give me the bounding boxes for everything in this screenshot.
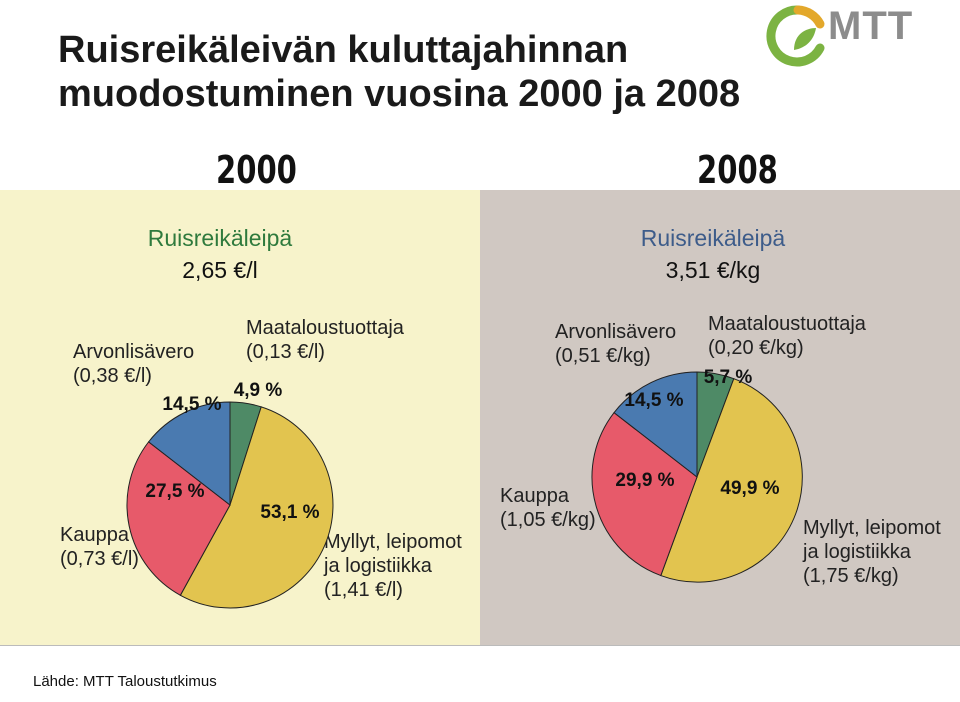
label-farmer-2008: Maataloustuottaja (0,20 €/kg) <box>708 313 866 359</box>
logo-text: MTT <box>828 4 914 48</box>
price-2000: 2,65 €/l <box>182 257 258 283</box>
pie-slice-2008-mill <box>660 378 803 583</box>
product-name-2008: Ruisreikäleipä <box>640 225 786 251</box>
pct-label-2008-mill: 49,9 % <box>720 478 779 499</box>
page-title: Ruisreikäleivän kuluttajahinnan muodostu… <box>58 28 798 116</box>
title-line-1: Ruisreikäleivän kuluttajahinnan <box>58 29 629 71</box>
pie-slice-2008-shop <box>591 411 698 577</box>
pie-slice-2000-vat <box>147 401 231 507</box>
pct-label-2000-mill: 53,1 % <box>260 502 319 523</box>
year-2008: 2008 <box>697 148 778 192</box>
pct-label-2008-farmer: 5,7 % <box>704 367 753 388</box>
label-mill-2008: Myllyt, leipomot ja logistiikka (1,75 €/kg… <box>803 517 941 587</box>
pie-slice-2000-mill <box>179 406 334 609</box>
product-name-2000: Ruisreikäleipä <box>147 225 293 251</box>
pie-slice-2000-shop <box>126 441 231 596</box>
pct-label-2008-shop: 29,9 % <box>615 470 674 491</box>
year-2000: 2000 <box>216 148 297 192</box>
divider <box>0 645 960 646</box>
label-vat-2000: Arvonlisävero (0,38 €/l) <box>73 341 195 387</box>
pct-label-2000-vat: 14,5 % <box>162 394 221 415</box>
label-shop-2000: Kauppa (0,73 €/l) <box>60 524 139 570</box>
mtt-logo-icon <box>766 5 825 67</box>
source-note: Lähde: MTT Taloustutkimus <box>33 673 217 690</box>
pie-slice-2008-vat <box>613 371 698 479</box>
pct-label-2008-vat: 14,5 % <box>624 390 683 411</box>
price-2008: 3,51 €/kg <box>665 257 761 283</box>
label-vat-2008: Arvonlisävero (0,51 €/kg) <box>555 321 677 367</box>
title-line-2: muodostuminen vuosina 2000 ja 2008 <box>58 73 741 115</box>
chart-title-2000: Ruisreikäleipä 2,65 €/l <box>70 222 370 286</box>
chart-title-2008: Ruisreikäleipä 3,51 €/kg <box>563 222 863 286</box>
label-shop-2008: Kauppa (1,05 €/kg) <box>500 485 596 531</box>
pct-label-2000-farmer: 4,9 % <box>234 380 283 401</box>
pct-label-2000-shop: 27,5 % <box>145 481 204 502</box>
label-farmer-2000: Maataloustuottaja (0,13 €/l) <box>246 317 404 363</box>
label-mill-2000: Myllyt, leipomot ja logistiikka (1,41 €/l) <box>324 531 462 601</box>
